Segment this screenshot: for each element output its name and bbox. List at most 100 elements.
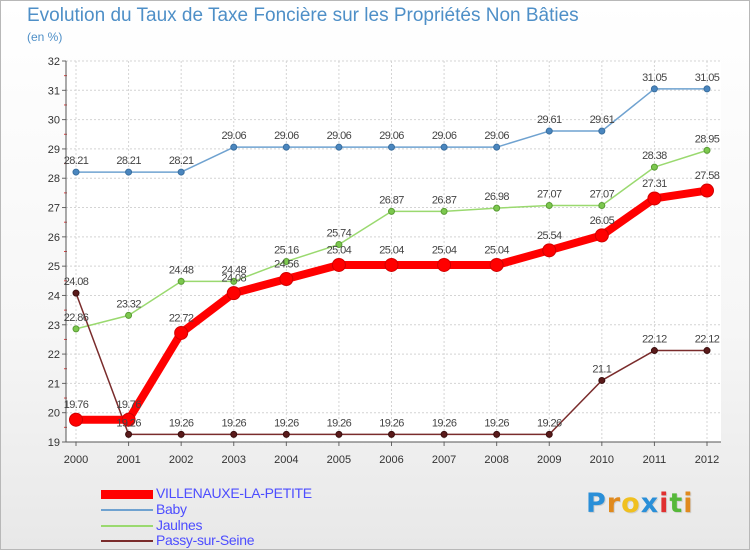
data-label-passy-sur-seine: 19.26 (274, 417, 299, 429)
x-tick-label: 2002 (169, 454, 193, 466)
data-label-baby: 28.21 (116, 155, 141, 167)
data-label-jaulnes: 27.07 (590, 188, 615, 200)
data-label-villenauxe-la-petite: 27.31 (642, 178, 667, 190)
data-label-villenauxe-la-petite: 25.04 (327, 244, 352, 256)
x-tick-label: 2009 (537, 454, 561, 466)
data-point-passy-sur-seine (282, 430, 290, 438)
y-tick-label: 30 (48, 115, 60, 127)
data-point-passy-sur-seine (545, 430, 553, 438)
data-label-jaulnes: 22.86 (64, 312, 89, 324)
data-point-jaulnes (177, 277, 185, 285)
data-label-baby: 31.05 (642, 72, 667, 84)
legend-swatch-jaulnes (101, 525, 153, 527)
data-point-passy-sur-seine (230, 430, 238, 438)
legend-swatch-baby (101, 509, 153, 511)
legend-swatch-passy (101, 540, 153, 542)
logo-letter: P (586, 488, 607, 519)
data-point-jaulnes (703, 146, 711, 154)
y-tick-label: 29 (48, 144, 60, 156)
data-label-villenauxe-la-petite: 24.08 (221, 273, 246, 285)
data-label-baby: 29.06 (484, 130, 509, 142)
data-point-jaulnes (650, 163, 658, 171)
y-tick-label: 25 (48, 261, 60, 273)
proxiti-logo: Proxiti (586, 488, 694, 519)
data-label-passy-sur-seine: 19.26 (116, 417, 141, 429)
data-point-passy-sur-seine (72, 289, 80, 297)
data-label-jaulnes: 25.16 (274, 244, 299, 256)
legend-swatch-villenauxe (101, 490, 153, 499)
data-point-baby (335, 143, 343, 151)
data-label-jaulnes: 26.87 (432, 194, 457, 206)
logo-letter: i (683, 488, 694, 519)
data-label-jaulnes: 26.87 (379, 194, 404, 206)
data-label-baby: 29.61 (590, 114, 615, 126)
data-label-baby: 29.06 (327, 130, 352, 142)
y-tick-label: 21 (48, 378, 60, 390)
y-tick-label: 20 (48, 408, 60, 420)
data-label-passy-sur-seine: 19.26 (221, 417, 246, 429)
logo-letter: i (659, 488, 670, 519)
data-point-villenauxe-la-petite (489, 257, 504, 272)
y-tick-label: 28 (48, 173, 60, 185)
data-point-baby (72, 168, 80, 176)
data-point-villenauxe-la-petite (384, 257, 399, 272)
data-point-passy-sur-seine (335, 430, 343, 438)
data-label-jaulnes: 25.74 (327, 227, 352, 239)
data-label-passy-sur-seine: 24.08 (64, 276, 89, 288)
x-tick-label: 2004 (274, 454, 298, 466)
data-label-passy-sur-seine: 22.12 (642, 334, 667, 346)
data-point-passy-sur-seine (650, 347, 658, 355)
data-label-baby: 29.61 (537, 114, 562, 126)
x-tick-label: 2008 (484, 454, 508, 466)
data-point-villenauxe-la-petite (69, 412, 83, 427)
data-label-jaulnes: 28.95 (695, 133, 720, 145)
data-label-baby: 29.06 (221, 130, 246, 142)
data-label-jaulnes: 26.98 (484, 191, 509, 203)
data-label-villenauxe-la-petite: 22.72 (169, 312, 194, 324)
logo-letter: t (669, 488, 684, 519)
data-point-jaulnes (545, 201, 553, 209)
data-point-jaulnes (440, 207, 448, 215)
data-label-villenauxe-la-petite: 26.05 (590, 215, 615, 227)
data-label-villenauxe-la-petite: 19.76 (64, 399, 89, 411)
y-tick-label: 23 (48, 320, 60, 332)
data-label-passy-sur-seine: 19.26 (379, 417, 404, 429)
legend-label-jaulnes: Jaulnes (156, 517, 203, 533)
x-tick-label: 2001 (116, 454, 140, 466)
data-label-villenauxe-la-petite: 19.76 (116, 399, 141, 411)
data-point-villenauxe-la-petite (121, 412, 136, 427)
data-point-passy-sur-seine (388, 430, 395, 438)
data-point-passy-sur-seine (598, 376, 606, 384)
logo-letter: r (606, 488, 622, 519)
chart-title: Evolution du Taux de Taxe Foncière sur l… (27, 5, 579, 26)
data-point-passy-sur-seine (177, 430, 185, 438)
x-tick-label: 2000 (64, 454, 88, 466)
logo-letter: x (640, 488, 660, 519)
data-point-baby (598, 127, 606, 135)
data-point-baby (545, 127, 553, 135)
data-label-baby: 31.05 (695, 72, 720, 84)
data-label-passy-sur-seine: 21.1 (592, 363, 611, 375)
legend-label-villenauxe: VILLENAUXE-LA-PETITE (156, 485, 312, 501)
data-point-baby (493, 143, 501, 151)
data-label-villenauxe-la-petite: 24.56 (274, 259, 299, 271)
data-point-jaulnes (388, 207, 395, 215)
data-label-jaulnes: 23.32 (116, 298, 141, 310)
x-tick-label: 2003 (222, 454, 246, 466)
data-label-passy-sur-seine: 22.12 (695, 334, 720, 346)
data-point-villenauxe-la-petite (700, 183, 714, 198)
data-point-passy-sur-seine (703, 347, 711, 355)
data-point-passy-sur-seine (493, 430, 501, 438)
data-label-baby: 29.06 (379, 130, 404, 142)
data-label-villenauxe-la-petite: 25.04 (484, 244, 509, 256)
y-tick-label: 22 (48, 349, 60, 361)
y-tick-label: 31 (48, 85, 60, 97)
legend-label-passy: Passy-sur-Seine (156, 532, 255, 548)
data-point-villenauxe-la-petite (437, 257, 452, 272)
data-point-passy-sur-seine (440, 430, 448, 438)
data-point-villenauxe-la-petite (594, 228, 609, 243)
x-tick-label: 2011 (643, 454, 667, 466)
data-label-passy-sur-seine: 19.26 (537, 417, 562, 429)
